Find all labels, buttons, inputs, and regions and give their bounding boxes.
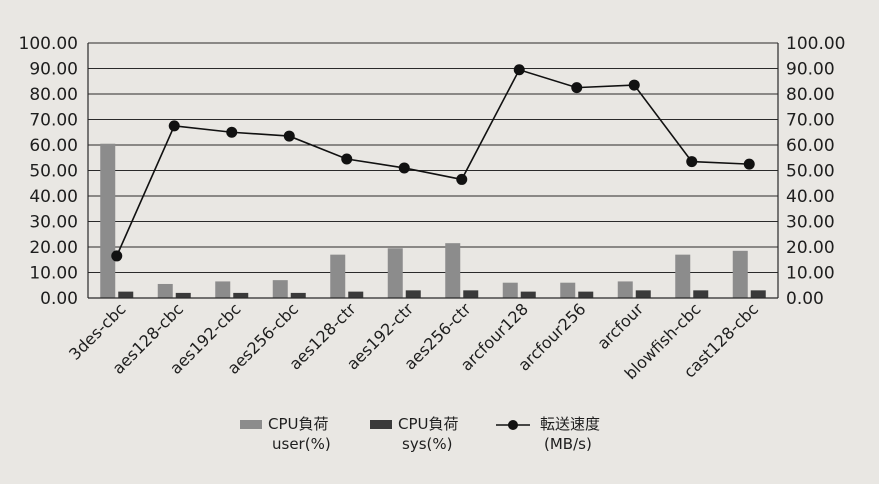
bar-user-aes192-ctr [387,248,403,298]
left-tick-label: 0.00 [40,289,78,309]
bar-sys-aes128-cbc [175,292,191,298]
axes [87,43,779,299]
bar-user-aes192-cbc [215,281,231,298]
right-tick-label: 70.00 [786,111,835,131]
left-axis-ticks: 0.00 10.00 20.00 30.00 40.00 50.00 60.00 70.00 8… [19,34,78,309]
bar-user-cast128-cbc [732,250,748,298]
gridlines [88,42,778,299]
left-tick-label: 70.00 [29,111,78,131]
bar-sys-arcfour128 [520,291,536,298]
right-tick-label: 20.00 [786,238,835,258]
right-axis-ticks: 0.00 10.00 20.00 30.00 40.00 50.00 60.00 70.00 8… [786,34,845,309]
bar-sys-3des-cbc [118,291,134,298]
bar-sys-aes128-ctr [348,291,364,298]
bar-sys-arcfour [635,290,651,298]
legend-label-line1: CPU負荷 [268,415,329,433]
bar-user-aes256-cbc [272,280,288,298]
bar-sys-aes256-cbc [290,292,306,298]
bar-user-aes128-cbc [157,283,173,298]
legend-label-line1: 転送速度 [540,415,600,433]
throughput-line [116,68,750,257]
bar-user-arcfour128 [502,282,518,298]
legend: CPU負荷 user(%) CPU負荷 sys(%) 転送速度 (MB/s) [240,415,600,453]
throughput-point-cast128-cbc [743,158,755,170]
line-series [111,64,755,262]
bar-user-aes256-ctr [445,243,461,298]
bar-sys-aes192-cbc [233,292,249,298]
right-tick-label: 0.00 [786,289,824,309]
throughput-point-blowfish-cbc [686,156,698,168]
category-label: arcfour [593,299,647,353]
legend-label-line2: (MB/s) [544,435,592,453]
legend-label-line2: user(%) [272,435,331,453]
right-tick-label: 40.00 [786,187,835,207]
legend-swatch-marker [508,420,518,430]
category-labels: 3des-cbcaes128-cbcaes192-cbcaes256-cbcae… [65,299,762,383]
legend-swatch [240,420,262,429]
throughput-point-aes192-ctr [398,162,410,174]
bar-sys-blowfish-cbc [693,290,709,298]
bar-sys-aes192-ctr [405,290,421,298]
throughput-point-aes128-cbc [168,120,180,132]
bar-user-arcfour [617,281,633,298]
left-tick-label: 50.00 [29,162,78,182]
bar-sys-aes256-ctr [463,290,479,298]
bar-user-aes128-ctr [330,254,346,298]
bars [100,143,766,298]
right-tick-label: 100.00 [786,34,845,54]
throughput-point-arcfour128 [513,64,525,76]
left-tick-label: 90.00 [29,60,78,80]
left-tick-label: 100.00 [19,34,78,54]
right-tick-label: 90.00 [786,60,835,80]
right-tick-label: 50.00 [786,162,835,182]
legend-label-line1: CPU負荷 [398,415,459,433]
throughput-point-arcfour [628,79,640,91]
right-tick-label: 30.00 [786,213,835,233]
left-tick-label: 30.00 [29,213,78,233]
throughput-point-aes256-cbc [283,130,295,142]
right-tick-label: 60.00 [786,136,835,156]
throughput-point-aes128-ctr [341,153,353,165]
bar-user-3des-cbc [100,143,116,298]
bar-sys-arcfour256 [578,291,594,298]
bar-sys-cast128-cbc [750,290,766,298]
right-tick-label: 10.00 [786,264,835,284]
bar-user-arcfour256 [560,282,576,298]
left-tick-label: 20.00 [29,238,78,258]
left-tick-label: 60.00 [29,136,78,156]
right-tick-label: 80.00 [786,85,835,105]
left-tick-label: 80.00 [29,85,78,105]
throughput-point-arcfour256 [571,82,583,94]
throughput-point-aes192-cbc [226,126,238,138]
legend-label-line2: sys(%) [402,435,452,453]
throughput-point-aes256-ctr [456,173,468,185]
bar-user-blowfish-cbc [675,254,691,298]
legend-swatch [370,420,392,429]
throughput-point-3des-cbc [111,250,123,262]
left-tick-label: 40.00 [29,187,78,207]
left-tick-label: 10.00 [29,264,78,284]
